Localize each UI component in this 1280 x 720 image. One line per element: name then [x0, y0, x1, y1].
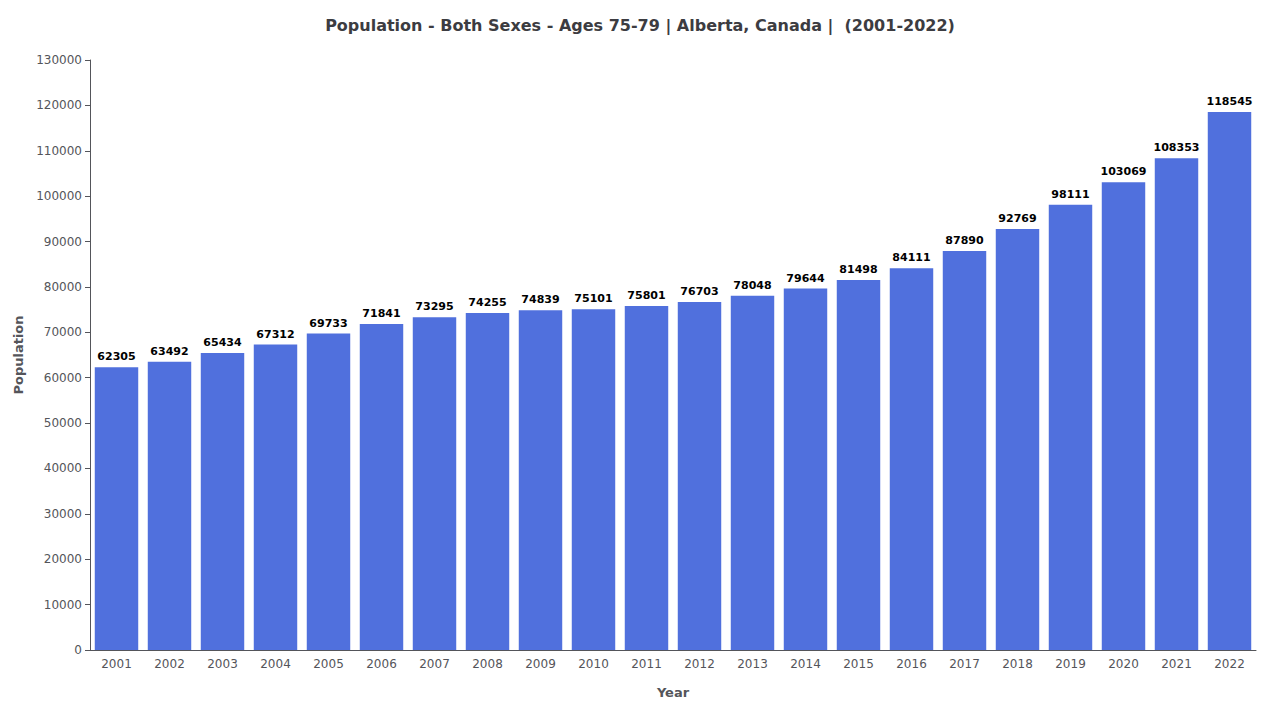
svg-text:2018: 2018	[1002, 657, 1033, 671]
svg-text:63492: 63492	[150, 345, 188, 358]
svg-text:2011: 2011	[631, 657, 662, 671]
svg-text:80000: 80000	[44, 280, 82, 294]
svg-text:103069: 103069	[1101, 165, 1147, 178]
svg-text:75101: 75101	[574, 292, 612, 305]
svg-text:20000: 20000	[44, 552, 82, 566]
svg-text:2021: 2021	[1161, 657, 1192, 671]
svg-text:78048: 78048	[733, 279, 771, 292]
svg-text:62305: 62305	[97, 350, 135, 363]
svg-text:2016: 2016	[896, 657, 927, 671]
svg-text:79644: 79644	[786, 272, 825, 285]
svg-text:2013: 2013	[737, 657, 768, 671]
svg-text:2001: 2001	[101, 657, 132, 671]
svg-text:98111: 98111	[1051, 188, 1089, 201]
svg-text:2010: 2010	[578, 657, 609, 671]
svg-text:130000: 130000	[36, 53, 82, 67]
svg-text:2009: 2009	[525, 657, 556, 671]
svg-text:60000: 60000	[44, 371, 82, 385]
svg-text:90000: 90000	[44, 235, 82, 249]
svg-text:2007: 2007	[419, 657, 450, 671]
svg-text:108353: 108353	[1154, 141, 1200, 154]
svg-text:2004: 2004	[260, 657, 291, 671]
svg-text:118545: 118545	[1207, 95, 1253, 108]
svg-text:2006: 2006	[366, 657, 397, 671]
svg-text:10000: 10000	[44, 598, 82, 612]
svg-text:2019: 2019	[1055, 657, 1086, 671]
svg-text:2003: 2003	[207, 657, 238, 671]
svg-text:30000: 30000	[44, 507, 82, 521]
svg-text:2020: 2020	[1108, 657, 1139, 671]
svg-text:69733: 69733	[309, 317, 347, 330]
svg-text:2015: 2015	[843, 657, 874, 671]
svg-text:76703: 76703	[680, 285, 718, 298]
svg-text:Year: Year	[656, 685, 690, 700]
svg-text:73295: 73295	[415, 300, 453, 313]
svg-text:81498: 81498	[839, 263, 877, 276]
svg-text:70000: 70000	[44, 325, 82, 339]
svg-text:2012: 2012	[684, 657, 715, 671]
svg-text:84111: 84111	[892, 251, 930, 264]
svg-text:71841: 71841	[362, 307, 400, 320]
svg-text:50000: 50000	[44, 416, 82, 430]
svg-text:Population - Both Sexes - Ages: Population - Both Sexes - Ages 75-79 | A…	[325, 16, 955, 36]
svg-text:92769: 92769	[998, 212, 1036, 225]
svg-text:65434: 65434	[203, 336, 242, 349]
svg-text:2017: 2017	[949, 657, 980, 671]
svg-text:100000: 100000	[36, 189, 82, 203]
svg-text:Population: Population	[11, 315, 26, 394]
svg-text:87890: 87890	[945, 234, 984, 247]
svg-text:0: 0	[74, 643, 82, 657]
svg-text:40000: 40000	[44, 461, 82, 475]
svg-text:2014: 2014	[790, 657, 821, 671]
svg-text:67312: 67312	[256, 328, 294, 341]
svg-text:2008: 2008	[472, 657, 503, 671]
svg-text:75801: 75801	[627, 289, 665, 302]
svg-text:2022: 2022	[1214, 657, 1245, 671]
svg-text:120000: 120000	[36, 98, 82, 112]
svg-text:74255: 74255	[468, 296, 506, 309]
svg-text:110000: 110000	[36, 144, 82, 158]
svg-text:2005: 2005	[313, 657, 344, 671]
svg-text:2002: 2002	[154, 657, 185, 671]
svg-text:74839: 74839	[521, 293, 559, 306]
